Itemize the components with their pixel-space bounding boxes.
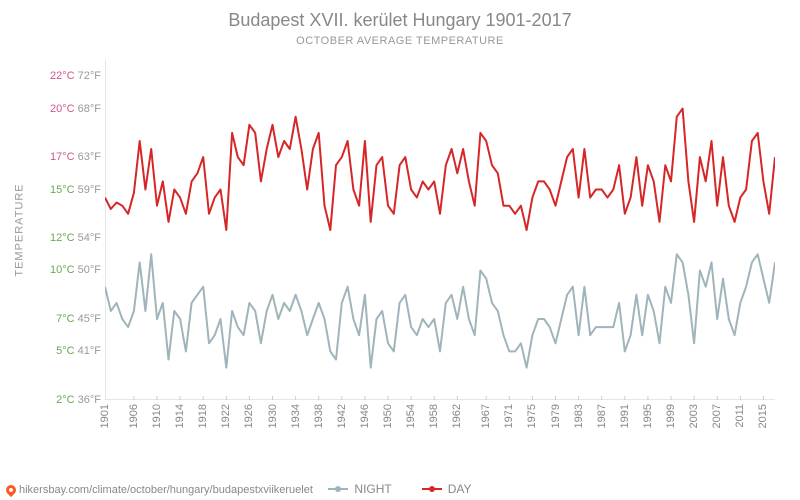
legend-swatch-icon bbox=[328, 488, 348, 490]
y-tick-label: 10°C 50°F bbox=[50, 264, 101, 276]
legend-label: DAY bbox=[448, 482, 472, 496]
x-tick-label: 1983 bbox=[573, 404, 585, 428]
y-axis-ticks: 2°C 36°F5°C 41°F7°C 45°F10°C 50°F12°C 54… bbox=[30, 60, 105, 400]
x-tick-label: 1991 bbox=[619, 404, 631, 428]
map-pin-icon bbox=[4, 483, 18, 497]
source-url-text: hikersbay.com/climate/october/hungary/bu… bbox=[19, 484, 313, 496]
y-tick-label: 12°C 54°F bbox=[50, 232, 101, 244]
legend-label: NIGHT bbox=[354, 482, 391, 496]
x-tick-label: 2007 bbox=[711, 404, 723, 428]
plot-svg bbox=[105, 60, 775, 400]
x-tick-label: 1979 bbox=[550, 404, 562, 428]
x-tick-label: 1910 bbox=[151, 404, 163, 428]
x-tick-label: 1962 bbox=[451, 404, 463, 428]
x-tick-label: 1942 bbox=[336, 404, 348, 428]
x-tick-label: 1926 bbox=[243, 404, 255, 428]
y-tick-label: 20°C 68°F bbox=[50, 103, 101, 115]
x-tick-label: 1946 bbox=[359, 404, 371, 428]
x-tick-label: 1958 bbox=[428, 404, 440, 428]
x-tick-label: 1967 bbox=[480, 404, 492, 428]
y-tick-label: 2°C 36°F bbox=[56, 394, 101, 406]
chart-title: Budapest XVII. kerület Hungary 1901-2017 bbox=[0, 0, 800, 31]
y-tick-label: 22°C 72°F bbox=[50, 70, 101, 82]
x-tick-label: 1995 bbox=[642, 404, 654, 428]
y-tick-label: 5°C 41°F bbox=[56, 345, 101, 357]
y-tick-label: 17°C 63°F bbox=[50, 151, 101, 163]
series-line-day bbox=[105, 109, 775, 230]
x-tick-label: 1987 bbox=[596, 404, 608, 428]
y-tick-label: 15°C 59°F bbox=[50, 184, 101, 196]
x-tick-label: 1938 bbox=[313, 404, 325, 428]
legend-swatch-icon bbox=[422, 488, 442, 490]
x-axis-ticks: 1901190619101914191819221926193019341938… bbox=[105, 400, 775, 460]
source-attribution: hikersbay.com/climate/october/hungary/bu… bbox=[6, 484, 313, 496]
chart-plot-area bbox=[105, 60, 775, 400]
x-tick-label: 2015 bbox=[757, 404, 769, 428]
y-axis-label-container: TEMPERATURE bbox=[10, 60, 30, 400]
y-axis-label: TEMPERATURE bbox=[14, 183, 26, 276]
x-tick-label: 1906 bbox=[128, 404, 140, 428]
legend-item-night: NIGHT bbox=[328, 482, 391, 496]
x-tick-label: 1934 bbox=[290, 404, 302, 428]
series-line-night bbox=[105, 254, 775, 367]
x-tick-label: 1975 bbox=[526, 404, 538, 428]
x-tick-label: 1914 bbox=[174, 404, 186, 428]
x-tick-label: 1971 bbox=[503, 404, 515, 428]
x-tick-label: 2003 bbox=[688, 404, 700, 428]
x-tick-label: 1999 bbox=[665, 404, 677, 428]
x-tick-label: 1950 bbox=[382, 404, 394, 428]
x-tick-label: 1901 bbox=[99, 404, 111, 428]
x-tick-label: 1930 bbox=[267, 404, 279, 428]
x-tick-label: 1918 bbox=[197, 404, 209, 428]
chart-subtitle: OCTOBER AVERAGE TEMPERATURE bbox=[0, 31, 800, 47]
y-tick-label: 7°C 45°F bbox=[56, 313, 101, 325]
x-tick-label: 1922 bbox=[220, 404, 232, 428]
legend-item-day: DAY bbox=[422, 482, 472, 496]
x-tick-label: 2011 bbox=[734, 404, 746, 428]
x-tick-label: 1954 bbox=[405, 404, 417, 428]
